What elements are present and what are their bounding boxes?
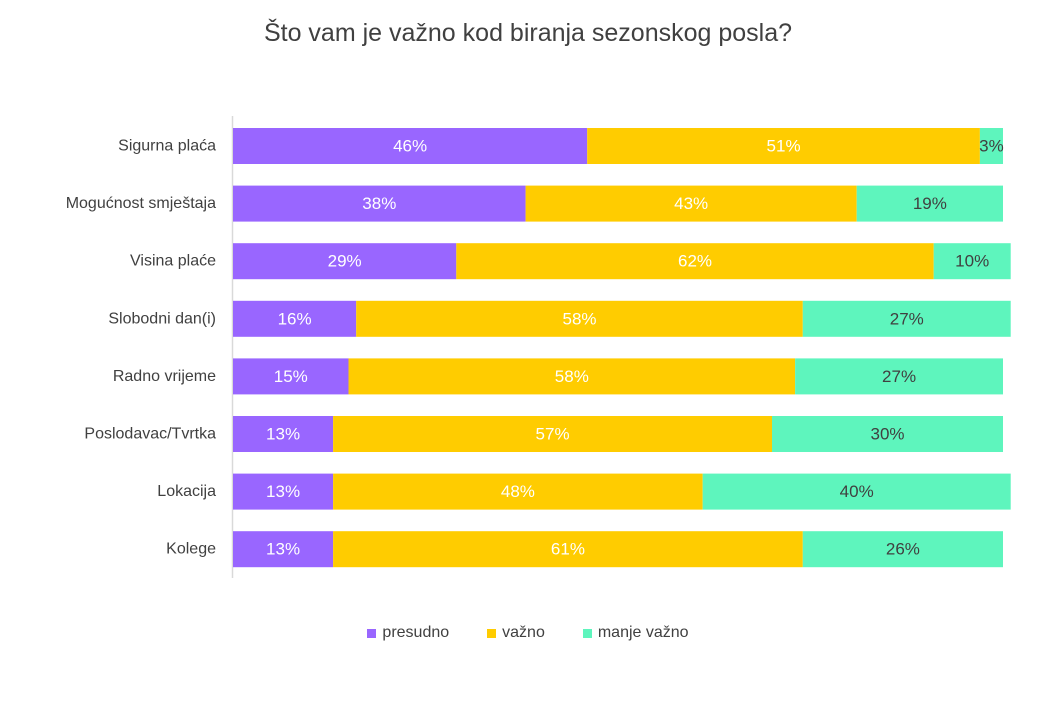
data-label: 51% — [767, 137, 801, 156]
category-label: Lokacija — [157, 483, 216, 500]
legend-swatch — [367, 628, 377, 638]
bar-segment — [233, 416, 334, 452]
bar-segment — [525, 185, 857, 222]
bar-segment — [979, 128, 1003, 164]
bar-segment — [333, 416, 772, 452]
category-label: Sigurna plaća — [118, 138, 216, 155]
bar-segment — [233, 185, 526, 222]
data-label: 40% — [840, 482, 874, 501]
bar-segment — [702, 473, 1011, 510]
data-label: 29% — [328, 252, 362, 271]
legend-item: važno — [487, 624, 545, 642]
legend-swatch — [582, 628, 592, 638]
data-label: 13% — [266, 540, 300, 559]
data-label: 3% — [979, 137, 1004, 156]
data-label: 38% — [362, 194, 396, 213]
category-label: Visina plaće — [130, 253, 216, 270]
data-label: 15% — [274, 367, 308, 386]
bar-segment — [456, 243, 934, 280]
legend-label: presudno — [382, 624, 450, 641]
data-label: 27% — [890, 309, 924, 328]
data-label: 27% — [882, 367, 916, 386]
bar-segment — [333, 531, 803, 568]
legend-item: presudno — [367, 624, 449, 642]
data-label: 13% — [266, 482, 300, 501]
category-label: Slobodni dan(i) — [108, 310, 216, 327]
data-label: 19% — [913, 194, 947, 213]
bar-segment — [587, 128, 980, 164]
bar-segment — [233, 128, 588, 164]
legend-label: važno — [502, 624, 545, 641]
bar-segment — [233, 531, 334, 568]
bar-segment — [333, 473, 703, 510]
chart-title: Što vam je važno kod biranja sezonskog p… — [263, 19, 793, 47]
data-label: 58% — [555, 367, 589, 386]
data-label: 61% — [551, 540, 585, 559]
bar-segment — [233, 473, 334, 510]
data-label: 62% — [678, 252, 712, 271]
category-label: Radno vrijeme — [113, 368, 216, 385]
legend: presudno važno manje važno — [0, 624, 1056, 642]
bar-segment — [356, 300, 803, 337]
legend-item: manje važno — [582, 624, 689, 642]
data-label: 30% — [870, 425, 904, 444]
bar-segment — [233, 243, 457, 280]
bar-segment — [933, 243, 1011, 280]
category-label: Kolege — [166, 541, 216, 558]
data-label: 48% — [501, 482, 535, 501]
bar-segment — [772, 416, 1003, 452]
legend-label: manje važno — [597, 624, 689, 641]
data-label: 26% — [886, 540, 920, 559]
bar-segment — [233, 300, 357, 337]
data-label: 58% — [562, 309, 596, 328]
bar-segment — [795, 358, 1003, 395]
legend-swatch — [487, 628, 497, 638]
data-label: 13% — [266, 425, 300, 444]
bar-segment — [802, 531, 1003, 568]
category-label: Mogućnost smještaja — [66, 195, 216, 212]
data-label: 43% — [674, 194, 708, 213]
bar-segment — [802, 300, 1011, 337]
data-label: 10% — [955, 252, 989, 271]
bar-segment — [348, 358, 796, 395]
bar-segment — [856, 185, 1003, 222]
data-label: 16% — [278, 309, 312, 328]
data-label: 46% — [393, 137, 427, 156]
category-label: Poslodavac/Tvrtka — [84, 426, 216, 443]
bar-segment — [233, 358, 349, 395]
data-label: 57% — [536, 425, 570, 444]
